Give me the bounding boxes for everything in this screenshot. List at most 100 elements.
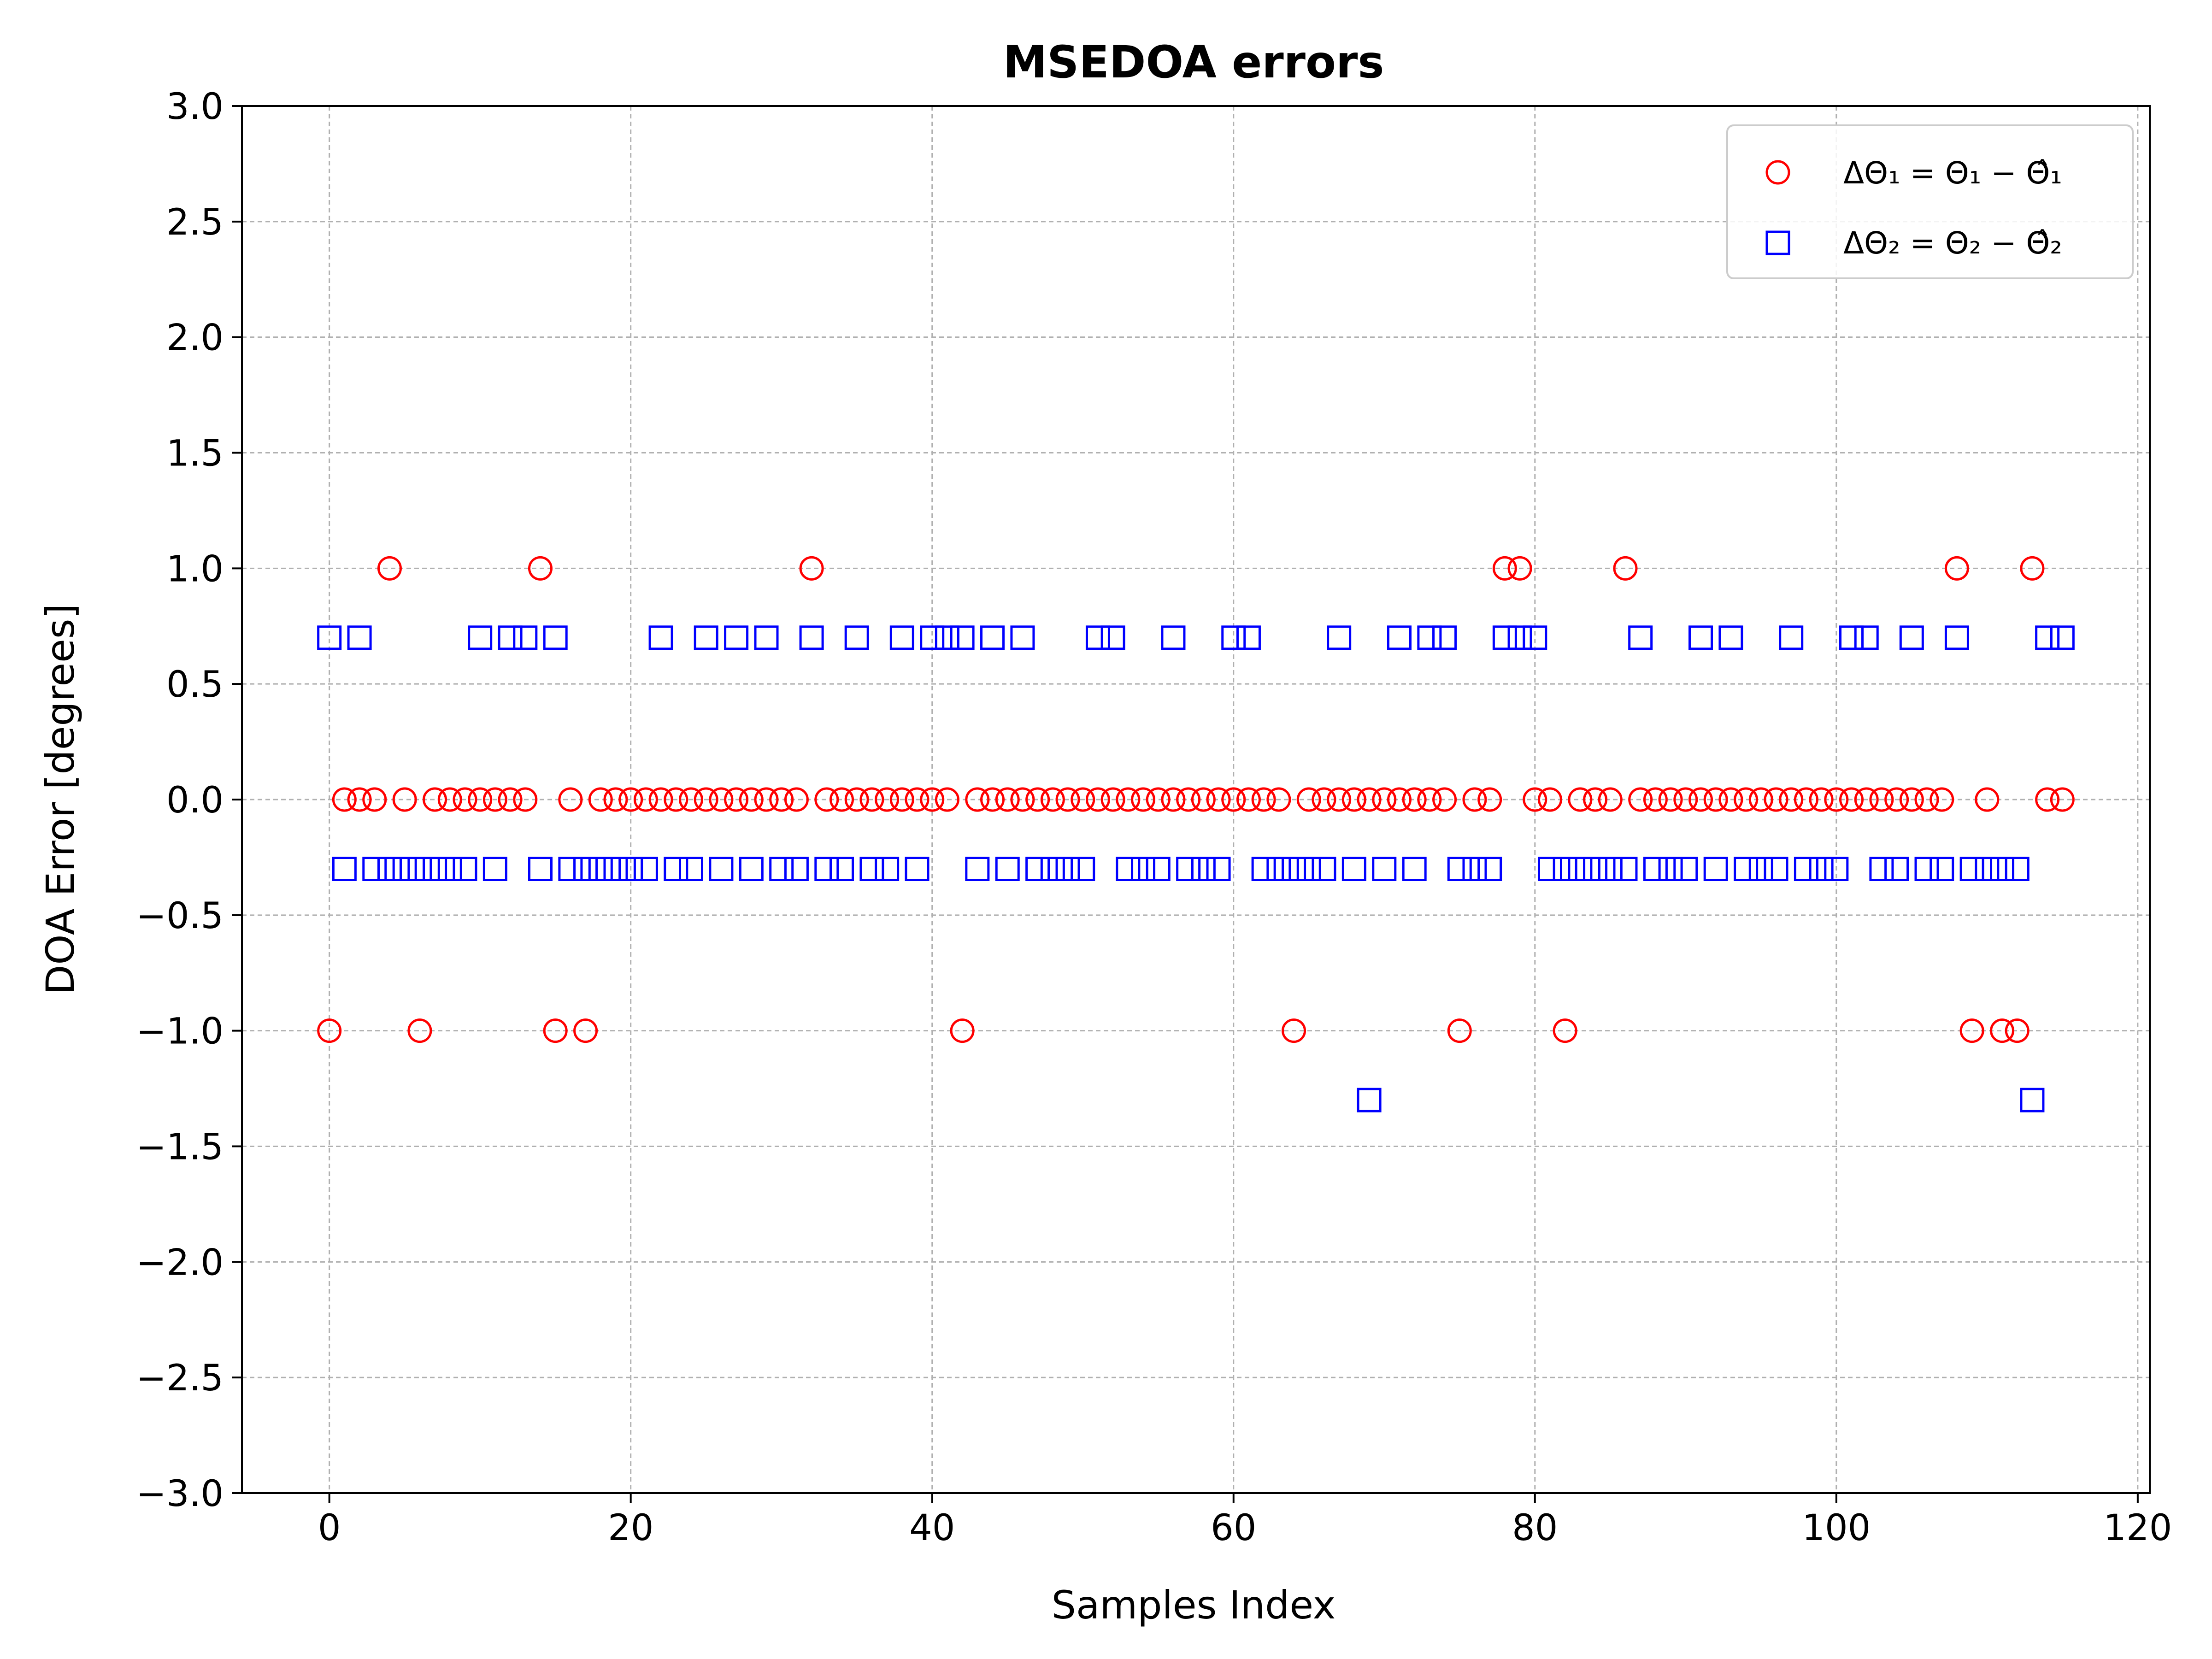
data-point-square [603, 857, 628, 881]
legend-marker-square [1765, 230, 1790, 255]
data-point-square [1583, 857, 1608, 881]
data-point-square [498, 625, 523, 650]
data-point-square [1839, 625, 1864, 650]
data-point-circle [664, 787, 688, 812]
data-point-circle [1718, 787, 1743, 812]
data-point-circle [1824, 787, 1849, 812]
data-point-circle [1327, 787, 1352, 812]
data-point-square [1718, 625, 1743, 650]
data-point-circle [573, 1018, 598, 1043]
data-point-circle [437, 787, 462, 812]
legend-label-series-2: ΔΘ₂ = Θ₂ − Θ̂₂ [1843, 225, 2062, 261]
data-point-circle [1462, 787, 1487, 812]
series-1 [317, 556, 2075, 1043]
y-tick-label: 2.5 [166, 202, 224, 243]
data-point-square [1779, 625, 1804, 650]
legend-label-series-1: ΔΘ₁ = Θ₁ − Θ̂₁ [1843, 155, 2062, 191]
data-point-circle [1553, 1018, 1577, 1043]
data-point-square [1703, 857, 1728, 881]
data-point-square [2035, 625, 2060, 650]
data-point-square [1975, 857, 2000, 881]
data-point-circle [965, 787, 990, 812]
data-point-square [588, 857, 613, 881]
data-point-circle [1658, 787, 1683, 812]
data-point-circle [377, 556, 402, 581]
data-point-circle [588, 787, 613, 812]
data-point-square [1025, 857, 1050, 881]
data-point-square [950, 625, 975, 650]
data-point-square [513, 625, 538, 650]
data-point-circle [1251, 787, 1276, 812]
x-tick-label: 120 [2103, 1507, 2172, 1549]
data-point-circle [558, 787, 583, 812]
data-point-square [573, 857, 598, 881]
data-point-square [453, 857, 477, 881]
data-point-circle [513, 787, 538, 812]
data-point-circle [1613, 556, 1638, 581]
data-point-circle [1402, 787, 1427, 812]
data-point-square [859, 857, 884, 881]
data-point-square [995, 857, 1020, 881]
data-point-square [1312, 857, 1336, 881]
data-point-square [1628, 625, 1653, 650]
data-point-square [1959, 857, 1984, 881]
data-point-circle [1537, 787, 1562, 812]
data-point-square [1161, 625, 1186, 650]
data-point-circle [1146, 787, 1171, 812]
data-point-circle [1990, 1018, 2015, 1043]
data-point-circle [2005, 1018, 2030, 1043]
data-point-circle [1568, 787, 1593, 812]
data-point-square [1296, 857, 1321, 881]
y-tick-label: −0.5 [136, 895, 224, 937]
data-point-circle [1266, 787, 1291, 812]
data-point-circle [1628, 787, 1653, 812]
data-point-circle [739, 787, 764, 812]
data-point-circle [1794, 787, 1818, 812]
data-point-square [1327, 625, 1352, 650]
data-point-square [1523, 625, 1547, 650]
legend-marker-circle [1765, 160, 1790, 185]
data-point-circle [1854, 787, 1879, 812]
data-point-square [965, 857, 990, 881]
axis-ticks: 0 20 40 60 80 100 120 3.0 2.5 2.0 1.5 1.0 0.5 0.0 −0.5… [136, 86, 2172, 1549]
data-point-circle [1673, 787, 1698, 812]
data-point-circle [905, 787, 930, 812]
data-point-circle [1417, 787, 1442, 812]
data-point-square [543, 625, 568, 650]
data-point-square [1266, 857, 1291, 881]
data-point-circle [1583, 787, 1608, 812]
chart-title: MSEDOA errors [1003, 36, 1384, 88]
data-point-circle [694, 787, 718, 812]
x-tick-label: 40 [909, 1507, 955, 1549]
data-point-circle [1010, 787, 1035, 812]
data-point-circle [543, 1018, 568, 1043]
data-point-square [1944, 625, 1969, 650]
data-point-circle [317, 1018, 342, 1043]
data-point-square [633, 857, 658, 881]
data-point-square [377, 857, 402, 881]
series-2 [317, 625, 2075, 1112]
data-point-square [347, 625, 372, 650]
data-point-circle [332, 787, 357, 812]
y-axis-label: DOA Error [degrees] [38, 604, 83, 995]
y-tick-label: 1.0 [166, 548, 224, 590]
data-point-circle [1930, 787, 1954, 812]
data-point-circle [1899, 787, 1924, 812]
data-point-square [1387, 625, 1412, 650]
data-point-square [1100, 625, 1125, 650]
data-point-circle [1040, 787, 1065, 812]
y-tick-label: 1.5 [166, 433, 224, 475]
data-point-circle [1839, 787, 1864, 812]
data-point-square [2050, 625, 2075, 650]
data-point-circle [1131, 787, 1156, 812]
data-point-square [875, 857, 900, 881]
data-point-circle [1447, 1018, 1472, 1043]
data-point-circle [1372, 787, 1397, 812]
data-point-circle [1507, 556, 1532, 581]
data-point-square [558, 857, 583, 881]
data-point-square [1643, 857, 1668, 881]
data-point-circle [648, 787, 673, 812]
data-point-circle [1357, 787, 1382, 812]
data-point-square [844, 625, 869, 650]
